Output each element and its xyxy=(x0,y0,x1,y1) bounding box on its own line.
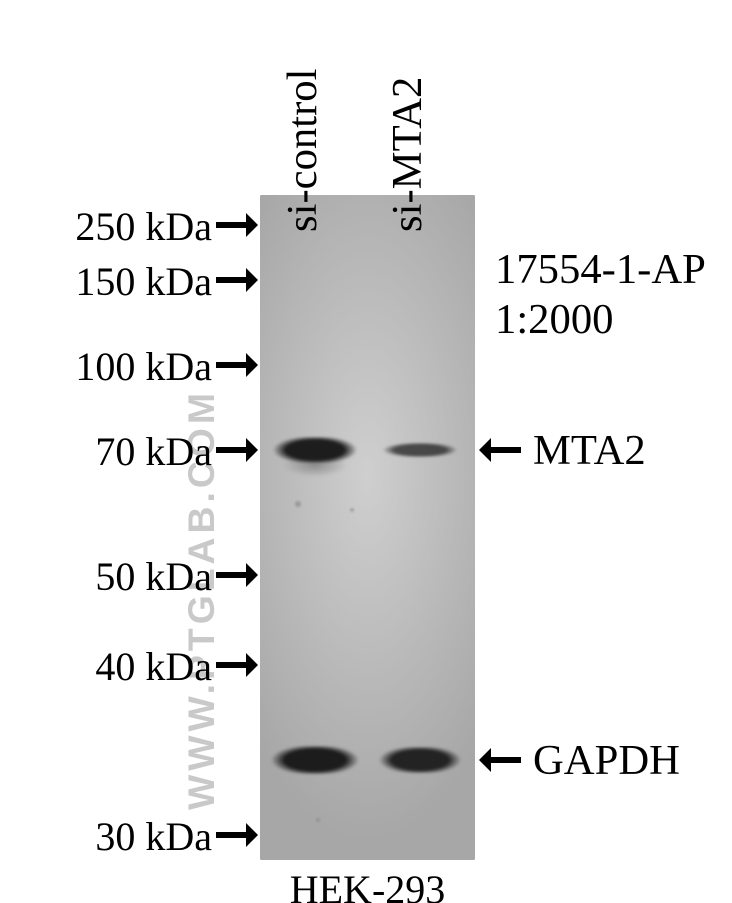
blot-noise-dot xyxy=(295,501,301,507)
cell-line-label: HEK-293 xyxy=(240,866,495,903)
mw-marker-arrow-shaft xyxy=(216,447,248,453)
mw-marker-label: 30 kDa xyxy=(42,813,212,860)
mw-marker-label: 50 kDa xyxy=(42,553,212,600)
blot-band xyxy=(377,747,463,773)
mw-marker-label: 250 kDa xyxy=(42,203,212,250)
mw-marker-arrow-head xyxy=(246,653,258,677)
mw-marker-arrow-shaft xyxy=(216,662,248,668)
lane-label: si-control xyxy=(278,69,327,232)
mw-marker-arrow-shaft xyxy=(216,832,248,838)
mw-marker-arrow-head xyxy=(246,438,258,462)
band-annotation-label: MTA2 xyxy=(533,426,646,475)
mw-marker-arrow-head xyxy=(246,268,258,292)
mw-marker-label: 70 kDa xyxy=(42,428,212,475)
mw-marker-arrow-shaft xyxy=(216,222,248,228)
mw-marker-label: 150 kDa xyxy=(42,258,212,305)
blot-noise-dot xyxy=(316,818,320,822)
band-annotation-arrow-shaft xyxy=(489,757,521,763)
blot-membrane xyxy=(260,195,475,860)
antibody-dilution-label: 1:2000 xyxy=(495,295,614,344)
mw-marker-arrow-shaft xyxy=(216,572,248,578)
mw-marker-arrow-head xyxy=(246,823,258,847)
mw-marker-label: 40 kDa xyxy=(42,643,212,690)
mw-marker-label: 100 kDa xyxy=(42,343,212,390)
mw-marker-arrow-head xyxy=(246,563,258,587)
mw-marker-arrow-head xyxy=(246,213,258,237)
band-annotation-arrow-head xyxy=(479,748,491,772)
blot-band xyxy=(381,443,459,457)
lane-label: si-MTA2 xyxy=(383,77,432,232)
band-annotation-arrow-head xyxy=(479,438,491,462)
band-annotation-arrow-shaft xyxy=(489,447,521,453)
blot-band-tail xyxy=(279,458,351,481)
blot-noise-dot xyxy=(350,508,354,512)
blot-band xyxy=(269,746,361,774)
mw-marker-arrow-shaft xyxy=(216,362,248,368)
mw-marker-arrow-shaft xyxy=(216,277,248,283)
band-annotation-label: GAPDH xyxy=(533,736,680,785)
blot-membrane-gradient xyxy=(260,195,475,860)
antibody-id-label: 17554-1-AP xyxy=(495,245,706,294)
mw-marker-arrow-head xyxy=(246,353,258,377)
